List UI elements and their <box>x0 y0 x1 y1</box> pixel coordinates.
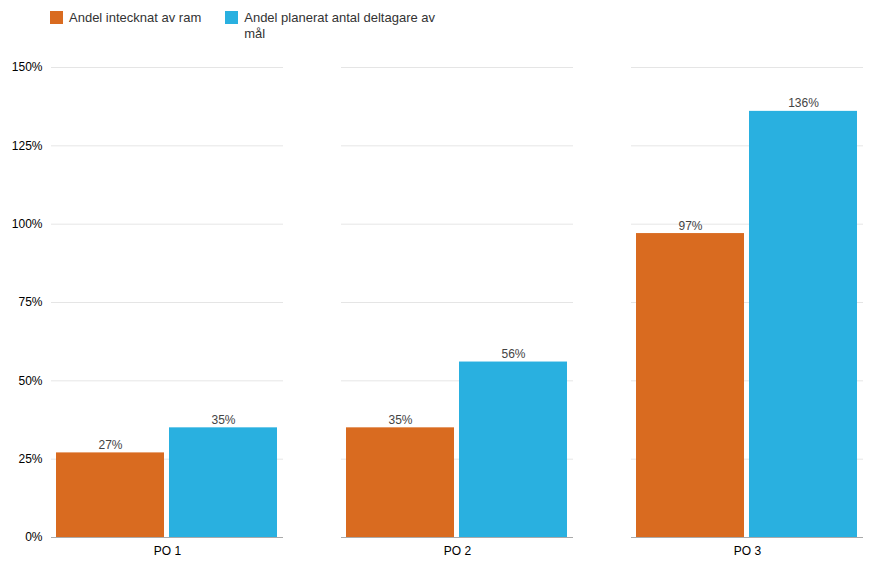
svg-text:100%: 100% <box>12 217 43 231</box>
svg-text:97%: 97% <box>678 219 702 233</box>
svg-text:125%: 125% <box>12 139 43 153</box>
svg-text:27%: 27% <box>98 438 122 452</box>
svg-text:25%: 25% <box>18 452 42 466</box>
svg-text:35%: 35% <box>388 413 412 427</box>
svg-text:PO 2: PO 2 <box>444 544 472 558</box>
svg-text:136%: 136% <box>788 97 819 111</box>
svg-text:PO 3: PO 3 <box>734 544 762 558</box>
svg-text:56%: 56% <box>501 347 525 361</box>
svg-text:0%: 0% <box>25 531 43 545</box>
svg-text:PO 1: PO 1 <box>154 544 182 558</box>
svg-text:35%: 35% <box>211 413 235 427</box>
svg-text:150%: 150% <box>12 61 43 75</box>
svg-text:75%: 75% <box>18 296 42 310</box>
html-text:Andel planerat antal deltagare: Andel planerat antal deltagare av mål <box>244 10 435 41</box>
svg-text:50%: 50% <box>18 374 42 388</box>
html-text:Andel intecknat av ram: Andel intecknat av ram <box>69 10 202 25</box>
